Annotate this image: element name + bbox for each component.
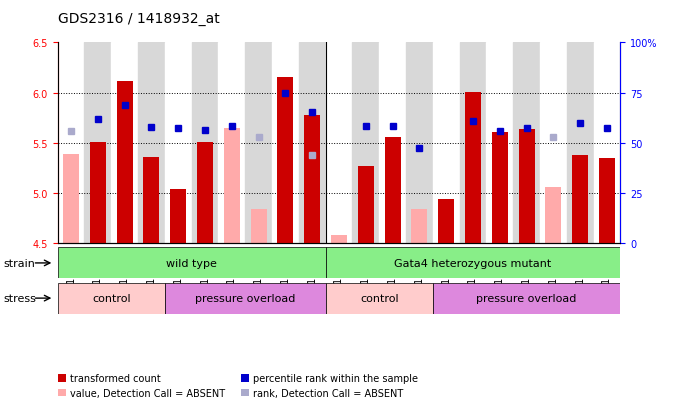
- Bar: [545, 188, 561, 244]
- Bar: [304, 116, 320, 244]
- Text: control: control: [360, 293, 399, 304]
- Bar: [58, 283, 165, 314]
- Bar: [599, 159, 615, 244]
- Bar: [460, 43, 486, 244]
- Bar: [277, 77, 294, 244]
- Bar: [143, 157, 159, 244]
- Bar: [572, 156, 589, 244]
- Text: GDS2316 / 1418932_at: GDS2316 / 1418932_at: [58, 12, 220, 26]
- Bar: [325, 43, 353, 244]
- Bar: [358, 166, 374, 244]
- Bar: [165, 43, 192, 244]
- Bar: [331, 236, 347, 244]
- Bar: [486, 43, 513, 244]
- Text: Gata4 heterozygous mutant: Gata4 heterozygous mutant: [395, 258, 552, 268]
- Text: pressure overload: pressure overload: [195, 293, 296, 304]
- Bar: [58, 248, 325, 279]
- Text: transformed count: transformed count: [70, 373, 161, 383]
- Bar: [192, 43, 218, 244]
- Bar: [412, 210, 427, 244]
- Bar: [272, 43, 299, 244]
- Bar: [299, 43, 325, 244]
- Bar: [384, 138, 401, 244]
- Bar: [540, 43, 567, 244]
- Bar: [438, 199, 454, 244]
- Text: percentile rank within the sample: percentile rank within the sample: [253, 373, 418, 383]
- Text: stress: stress: [3, 293, 36, 304]
- Bar: [89, 142, 106, 244]
- Bar: [63, 154, 79, 244]
- Bar: [111, 43, 138, 244]
- Bar: [492, 133, 508, 244]
- Bar: [353, 43, 379, 244]
- Text: rank, Detection Call = ABSENT: rank, Detection Call = ABSENT: [253, 388, 403, 398]
- Text: value, Detection Call = ABSENT: value, Detection Call = ABSENT: [70, 388, 225, 398]
- Bar: [433, 43, 460, 244]
- Text: strain: strain: [3, 258, 35, 268]
- Bar: [170, 190, 186, 244]
- Bar: [197, 142, 213, 244]
- Bar: [245, 43, 272, 244]
- Bar: [85, 43, 111, 244]
- Text: pressure overload: pressure overload: [477, 293, 577, 304]
- Bar: [58, 43, 85, 244]
- Bar: [117, 81, 133, 244]
- Bar: [325, 248, 620, 279]
- Bar: [433, 283, 620, 314]
- Bar: [325, 283, 433, 314]
- Bar: [567, 43, 593, 244]
- Text: control: control: [92, 293, 131, 304]
- Bar: [224, 128, 240, 244]
- Bar: [379, 43, 406, 244]
- Bar: [218, 43, 245, 244]
- Bar: [165, 283, 325, 314]
- Bar: [465, 93, 481, 244]
- Bar: [251, 210, 266, 244]
- Text: wild type: wild type: [166, 258, 217, 268]
- Bar: [406, 43, 433, 244]
- Bar: [138, 43, 165, 244]
- Bar: [593, 43, 620, 244]
- Bar: [519, 130, 535, 244]
- Bar: [513, 43, 540, 244]
